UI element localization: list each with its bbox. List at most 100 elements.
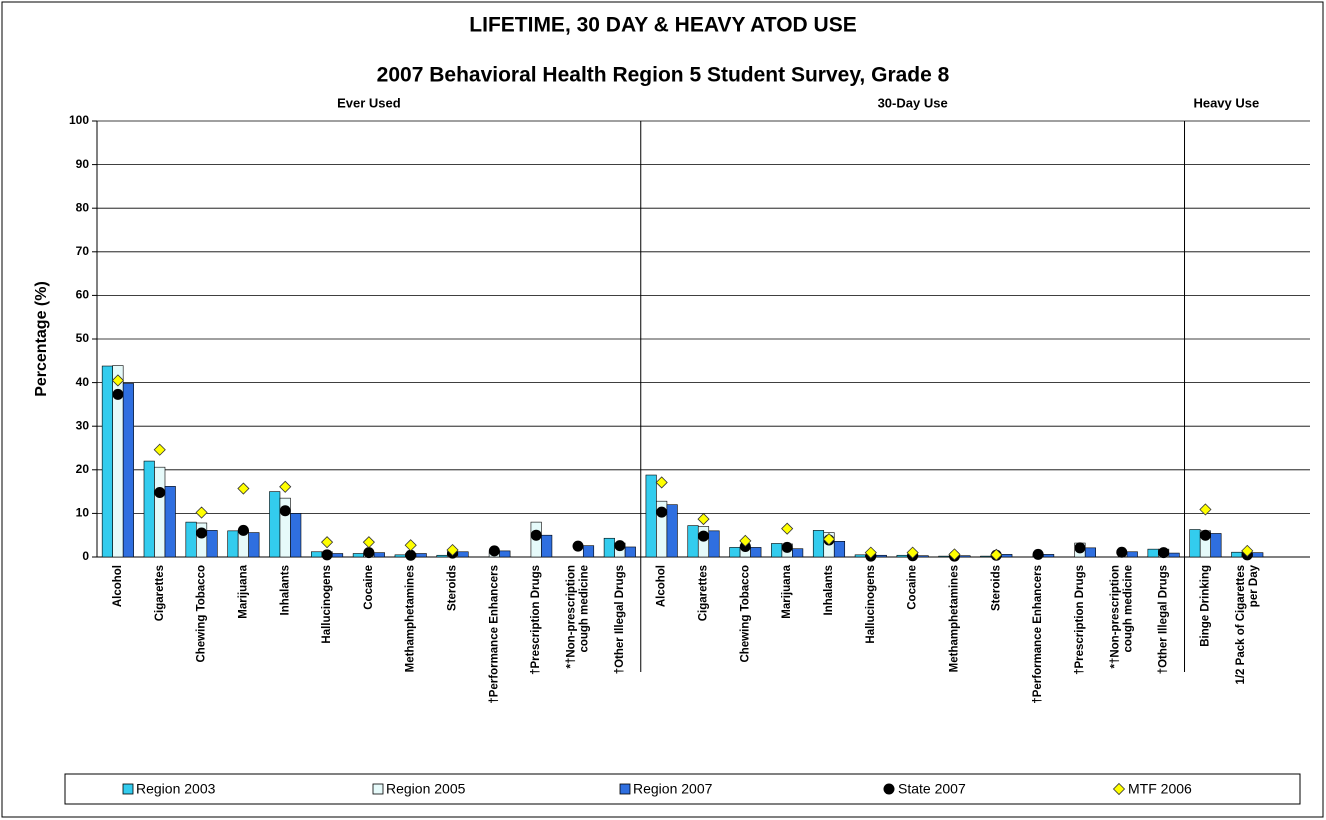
state-marker — [530, 529, 542, 541]
state-marker — [405, 549, 417, 561]
bar — [645, 474, 657, 558]
x-tick-label: Inhalants — [279, 565, 291, 615]
x-tick-label: *†Non-prescriptioncough medicine — [1109, 565, 1134, 669]
y-tick-label: 0 — [82, 549, 89, 563]
bar — [332, 553, 344, 558]
legend-box — [64, 773, 1301, 805]
x-tick-label: †Other Illegal Drugs — [614, 565, 626, 674]
state-marker — [1199, 529, 1211, 541]
bar — [394, 554, 406, 558]
section-label: Ever Used — [337, 95, 401, 110]
bar — [666, 504, 678, 558]
bar — [101, 365, 113, 558]
bar — [164, 486, 176, 558]
state-marker — [1074, 542, 1086, 554]
legend-label: MTF 2006 — [1128, 781, 1192, 797]
x-tick-label: Alcohol — [656, 565, 668, 607]
bar — [687, 525, 699, 558]
y-axis-label: Percentage (%) — [33, 281, 50, 397]
bar — [185, 521, 197, 558]
bar — [729, 547, 741, 558]
mtf-marker — [990, 548, 1003, 561]
bar — [854, 554, 866, 558]
y-tick-label: 70 — [76, 244, 90, 258]
state-marker — [279, 505, 291, 517]
bar — [248, 532, 260, 558]
y-tick-label: 90 — [76, 157, 90, 171]
bar — [708, 530, 720, 558]
mtf-marker — [279, 480, 292, 493]
bar — [1210, 533, 1222, 558]
y-tick-label: 10 — [76, 506, 90, 520]
x-tick-label: Alcohol — [112, 565, 124, 607]
mtf-marker — [153, 443, 166, 456]
bar — [603, 537, 615, 558]
bar — [290, 513, 302, 558]
x-tick-label: Methamphetamines — [948, 565, 960, 672]
state-marker — [363, 547, 375, 559]
x-tick-label: Hallucinogens — [321, 565, 333, 644]
mtf-marker — [1241, 544, 1254, 557]
bar — [833, 541, 846, 558]
bar — [352, 553, 364, 558]
state-marker — [237, 524, 249, 536]
x-tick-label: †Prescription Drugs — [530, 565, 542, 675]
chart-subtitle: 2007 Behavioral Health Region 5 Student … — [377, 64, 950, 87]
bar — [311, 551, 323, 558]
legend-label: Region 2003 — [136, 781, 216, 797]
y-tick-label: 100 — [69, 113, 89, 127]
bar — [1084, 547, 1096, 558]
chart-title: LIFETIME, 30 DAY & HEAVY ATOD USE — [469, 14, 856, 37]
mtf-marker — [111, 374, 124, 387]
bar — [959, 555, 971, 558]
state-marker — [781, 541, 793, 553]
bar — [206, 530, 218, 558]
bar — [1231, 551, 1243, 558]
mtf-marker — [906, 546, 919, 559]
state-marker — [614, 540, 626, 552]
mtf-marker — [697, 513, 710, 526]
state-marker — [196, 527, 208, 539]
mtf-marker — [446, 543, 459, 557]
legend-label: Region 2005 — [386, 781, 466, 797]
bar — [373, 552, 385, 558]
x-tick-label: Cocaine — [363, 565, 375, 610]
bar — [1168, 552, 1180, 558]
legend-swatch — [883, 783, 895, 795]
x-tick-label: Steroids — [990, 565, 1002, 611]
bar — [771, 543, 783, 558]
state-marker — [1032, 548, 1044, 560]
y-tick-label: 60 — [76, 288, 90, 302]
bar — [1147, 548, 1159, 558]
mtf-marker — [1199, 503, 1212, 516]
bar — [792, 548, 804, 558]
x-tick-label: Cigarettes — [154, 565, 166, 621]
x-tick-label: Steroids — [447, 565, 459, 611]
x-tick-label: †Performance Enhancers — [1032, 565, 1044, 704]
bar — [1001, 554, 1013, 558]
x-tick-label: †Prescription Drugs — [1074, 565, 1086, 675]
y-tick-label: 50 — [76, 331, 90, 345]
x-tick-label: Hallucinogens — [865, 565, 877, 644]
legend-swatch — [372, 783, 384, 795]
state-marker — [112, 388, 124, 400]
bar — [750, 547, 762, 558]
mtf-marker — [864, 546, 877, 559]
bar — [1126, 551, 1138, 558]
bar — [875, 554, 887, 558]
mtf-marker — [404, 539, 417, 552]
bar — [269, 491, 281, 558]
state-marker — [154, 486, 166, 498]
mtf-marker — [781, 522, 794, 535]
state-marker — [321, 549, 333, 561]
x-tick-label: Binge Drinking — [1199, 565, 1211, 647]
bar — [1043, 554, 1055, 558]
x-tick-label: Chewing Tobacco — [739, 565, 751, 663]
mtf-marker — [822, 533, 836, 546]
x-tick-label: 1/2 Pack of Cigarettesper Day — [1235, 564, 1260, 684]
bar — [812, 530, 825, 558]
bar — [143, 460, 155, 558]
bar — [122, 383, 134, 558]
legend-label: Region 2007 — [633, 781, 713, 797]
